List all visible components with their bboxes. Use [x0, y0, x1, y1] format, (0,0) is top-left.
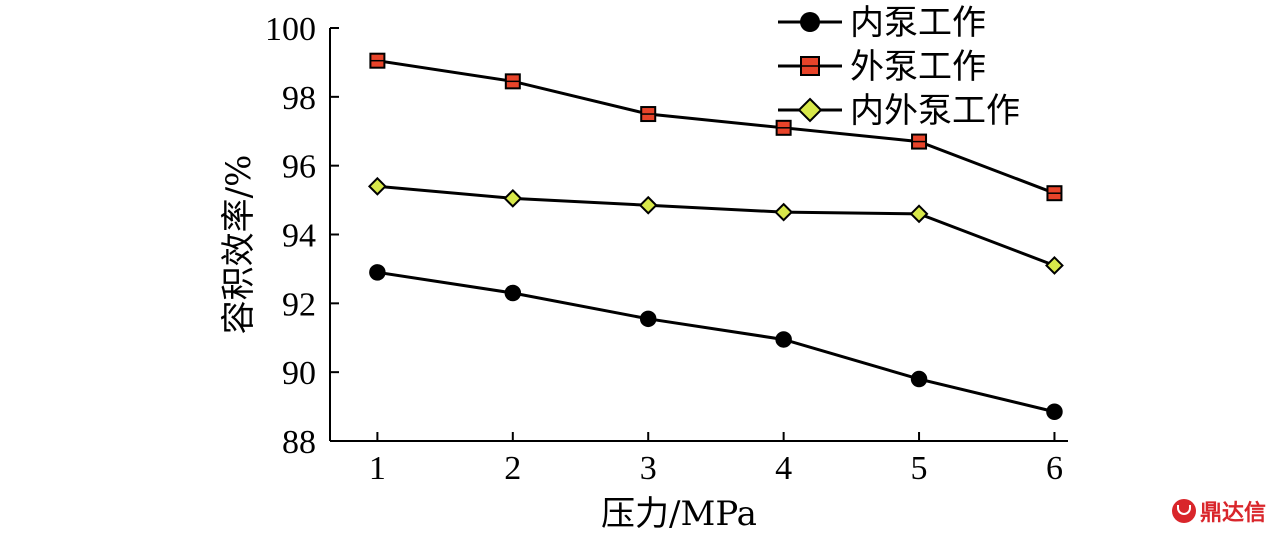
legend-marker	[797, 97, 823, 123]
series-line	[377, 270, 1055, 414]
data-point	[504, 73, 521, 90]
data-point	[775, 119, 792, 136]
data-point	[911, 133, 928, 150]
data-point	[774, 202, 794, 222]
data-point	[638, 195, 658, 215]
legend-label: 内泵工作	[850, 3, 986, 43]
axes: 88 90 92 94 96 98 100 1 2 3 4 5 6	[265, 11, 1068, 487]
legend-label: 内外泵工作	[850, 91, 1020, 131]
x-tick-label: 5	[911, 450, 928, 487]
x-tick-label: 4	[775, 450, 792, 487]
y-tick-label: 100	[265, 11, 316, 48]
legend-item-3: 内外泵工作	[778, 91, 1020, 131]
data-point	[367, 176, 387, 196]
series-line	[377, 184, 1055, 267]
series-line	[377, 59, 1055, 195]
y-tick-label: 90	[282, 355, 316, 392]
x-tick-label: 1	[369, 450, 386, 487]
y-tick-label: 96	[282, 149, 316, 186]
legend-marker	[800, 12, 820, 32]
data-point	[775, 331, 792, 348]
data-point	[1046, 185, 1063, 202]
y-tick-label: 88	[282, 424, 316, 461]
data-point	[639, 310, 657, 328]
series-3	[367, 176, 1064, 275]
x-axis-title: 压力/MPa	[601, 494, 757, 534]
legend-marker	[800, 56, 820, 76]
data-point	[1045, 256, 1064, 275]
data-point	[369, 264, 386, 281]
data-point	[910, 370, 928, 388]
x-tick-label: 3	[640, 450, 657, 487]
data-point	[369, 52, 386, 69]
series-2	[369, 52, 1063, 202]
series-1	[369, 264, 1063, 420]
data-point	[503, 188, 523, 208]
watermark: 鼎达信	[1171, 495, 1266, 527]
y-tick-label: 98	[282, 80, 316, 117]
data-point	[1046, 403, 1063, 420]
x-tick-label: 2	[504, 450, 521, 487]
legend-item-1: 内泵工作	[778, 3, 986, 43]
y-axis-title: 容积效率/%	[219, 155, 259, 335]
series-layer	[367, 52, 1064, 420]
legend-label: 外泵工作	[850, 47, 986, 87]
data-point	[909, 204, 929, 224]
data-point	[504, 284, 522, 302]
x-tick-label: 6	[1046, 450, 1063, 487]
data-point	[640, 106, 657, 123]
watermark-text: 鼎达信	[1199, 501, 1266, 526]
logo-icon	[1171, 499, 1196, 523]
y-tick-label: 92	[282, 286, 316, 323]
legend-item-2: 外泵工作	[778, 47, 986, 87]
y-tick-label: 94	[282, 218, 316, 255]
